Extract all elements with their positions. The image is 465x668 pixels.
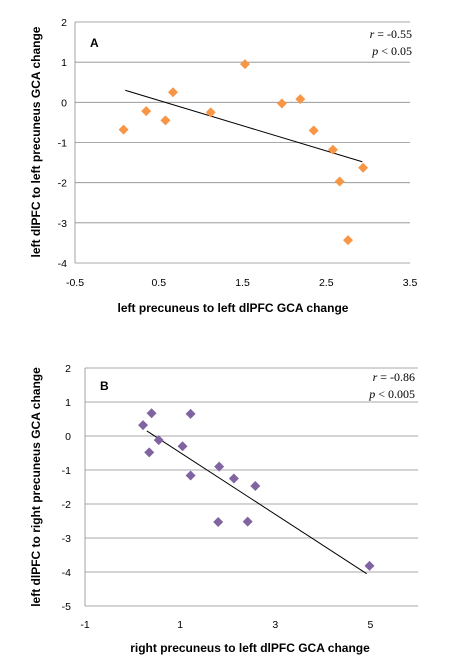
chart-a-panel-label: A bbox=[90, 36, 99, 50]
chart-b-r-stat: r = -0.86 bbox=[373, 370, 415, 384]
chart-b-data-point bbox=[138, 420, 149, 431]
chart-a-data-point bbox=[295, 94, 306, 105]
chart-b-p-symbol: p bbox=[368, 387, 375, 401]
chart-b-trendline bbox=[146, 430, 367, 575]
chart-a-y-tick-label: 2 bbox=[61, 17, 67, 29]
chart-a-data-point bbox=[327, 144, 338, 155]
chart-a-data-point bbox=[167, 87, 178, 98]
chart-a-gridlines bbox=[75, 21, 410, 224]
chart-b-data-point bbox=[177, 441, 188, 452]
chart-a-x-axis-label: left precuneus to left dlPFC GCA change bbox=[118, 301, 349, 315]
chart-b-x-tick-label: -1 bbox=[80, 619, 89, 631]
chart-a-y-tick-label: -2 bbox=[58, 178, 67, 190]
chart-a-data-point bbox=[141, 106, 152, 117]
chart-a-r-stat: r = -0.55 bbox=[370, 27, 412, 41]
chart-a-r-value: = -0.55 bbox=[374, 27, 412, 41]
chart-a-y-tick-label: 1 bbox=[61, 57, 67, 69]
chart-a-data-point bbox=[358, 162, 369, 173]
chart-b-y-tick-label: -4 bbox=[62, 567, 71, 579]
chart-b-data-point bbox=[213, 517, 224, 528]
chart-b-panel-label: B bbox=[100, 379, 109, 393]
chart-a-y-tick-label: 0 bbox=[61, 97, 67, 109]
chart-a-points bbox=[118, 59, 369, 246]
chart-b-y-tick-label: -5 bbox=[62, 601, 71, 613]
chart-b-points bbox=[138, 408, 375, 571]
chart-a-y-axis-label: left dlPFC to left precuneus GCA change bbox=[29, 26, 43, 257]
chart-b-data-point bbox=[153, 435, 164, 446]
chart-a-data-point bbox=[308, 125, 319, 136]
chart-a-y-tick-labels: 2 1 0 -1 -2 -3 -4 bbox=[58, 17, 68, 270]
chart-b-p-stat: p < 0.005 bbox=[368, 387, 415, 401]
chart-a-p-stat: p < 0.05 bbox=[371, 44, 412, 58]
chart-a-p-symbol: p bbox=[371, 44, 378, 58]
chart-b-r-symbol: r bbox=[373, 370, 378, 384]
chart-a: 2 1 0 -1 -2 -3 -4 -0.5 0.5 1.5 2.5 3.5 A r = -0.55… bbox=[29, 17, 417, 315]
chart-b-data-point bbox=[250, 480, 261, 491]
chart-b-y-tick-label: -3 bbox=[62, 533, 71, 545]
chart-a-y-tick-label: -3 bbox=[58, 218, 67, 230]
chart-b-y-tick-label: -2 bbox=[62, 499, 71, 511]
chart-a-data-point bbox=[160, 115, 171, 126]
chart-a-data-point bbox=[343, 235, 354, 246]
chart-a-trendline bbox=[125, 89, 363, 163]
chart-b-y-tick-label: -1 bbox=[62, 465, 71, 477]
chart-a-p-value: < 0.05 bbox=[378, 44, 412, 58]
chart-a-data-point bbox=[118, 124, 129, 135]
chart-a-x-tick-labels: -0.5 0.5 1.5 2.5 3.5 bbox=[66, 277, 417, 289]
chart-b-y-tick-label: 2 bbox=[65, 363, 71, 375]
chart-b-x-axis-label: right precuneus to left dlPFC GCA change bbox=[130, 641, 370, 655]
chart-a-y-tick-label: -4 bbox=[58, 258, 67, 270]
chart-b-data-point bbox=[214, 461, 225, 472]
chart-a-data-point bbox=[334, 176, 345, 187]
chart-a-r-symbol: r bbox=[370, 27, 375, 41]
chart-b-data-point bbox=[228, 473, 239, 484]
chart-a-data-point bbox=[205, 107, 216, 118]
chart-b-data-point bbox=[144, 447, 155, 458]
chart-b-x-tick-label: 5 bbox=[368, 619, 374, 631]
chart-a-x-tick-label: 1.5 bbox=[235, 277, 250, 289]
chart-a-x-tick-label: 3.5 bbox=[403, 277, 418, 289]
chart-b-data-point bbox=[146, 408, 157, 419]
chart-a-x-tick-label: 0.5 bbox=[151, 277, 166, 289]
chart-b-y-axis-label: left dlPFC to right precuneus GCA change bbox=[29, 367, 43, 607]
chart-a-y-tick-label: -1 bbox=[58, 138, 67, 150]
chart-a-data-point bbox=[240, 59, 251, 70]
chart-b-x-tick-label: 3 bbox=[272, 619, 278, 631]
chart-b-gridlines bbox=[85, 367, 418, 573]
chart-b-x-tick-labels: -1 1 3 5 bbox=[80, 619, 373, 631]
chart-a-data-point bbox=[276, 98, 287, 109]
chart-b-data-point bbox=[242, 516, 253, 527]
chart-b-data-point bbox=[364, 560, 375, 571]
chart-b-data-point bbox=[185, 408, 196, 419]
chart-b-data-point bbox=[185, 470, 196, 481]
chart-b-r-value: = -0.86 bbox=[377, 370, 415, 384]
chart-b: 2 1 0 -1 -2 -3 -4 -5 -1 1 3 5 B r = -0.86 p < 0.00… bbox=[29, 363, 418, 655]
chart-a-x-tick-label: -0.5 bbox=[66, 277, 84, 289]
chart-b-x-tick-label: 1 bbox=[177, 619, 183, 631]
chart-b-y-tick-labels: 2 1 0 -1 -2 -3 -4 -5 bbox=[62, 363, 72, 613]
chart-b-y-tick-label: 0 bbox=[65, 431, 71, 443]
chart-b-p-value: < 0.005 bbox=[375, 387, 415, 401]
chart-b-y-tick-label: 1 bbox=[65, 397, 71, 409]
chart-a-x-tick-label: 2.5 bbox=[319, 277, 334, 289]
